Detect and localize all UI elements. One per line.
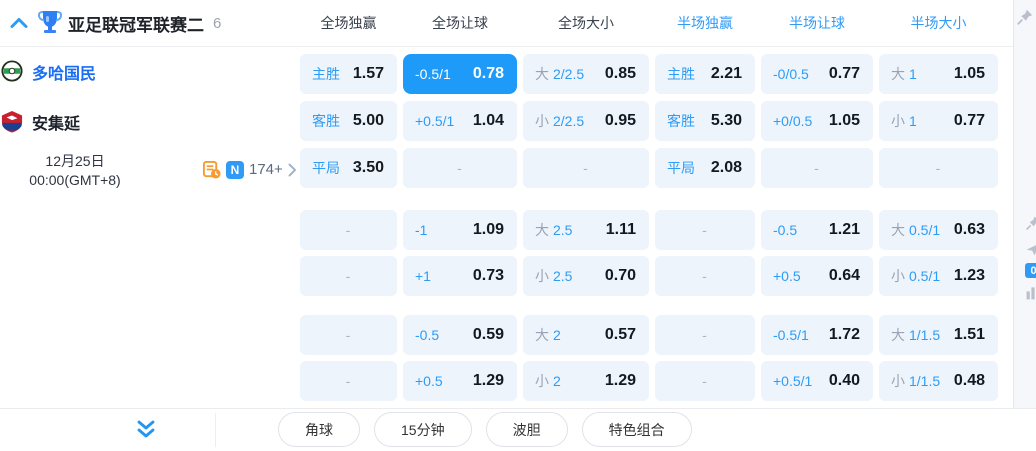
counter-badge[interactable]: 0 bbox=[1025, 263, 1036, 278]
news-badge-icon: N bbox=[226, 160, 244, 179]
league-header-row: 亚足联冠军联赛二 6 全场独赢 全场让球 全场大小 半场独赢 半场让球 半场大小 bbox=[0, 0, 1013, 47]
match-date: 12月25日 bbox=[45, 153, 105, 169]
match-time: 00:00(GMT+8) bbox=[29, 172, 121, 188]
side-panel: 0 bbox=[1013, 0, 1036, 408]
odds-cell-s1-r0-ht-ou[interactable]: 大 0.5/1 0.63 bbox=[879, 210, 998, 250]
col-header-ft-ou: 全场大小 bbox=[558, 14, 614, 31]
collapse-chevron-up-icon[interactable] bbox=[9, 16, 29, 30]
odds-cell-s0-r0-ht-handicap[interactable]: -0/0.5 0.77 bbox=[761, 54, 873, 94]
odds-cell-s1-r1-ft-1x2: - bbox=[300, 256, 397, 296]
send-icon[interactable] bbox=[1025, 241, 1036, 257]
corners-button[interactable]: 角球 bbox=[278, 412, 360, 447]
odds-cell-s0-r2-ht-ou: - bbox=[879, 148, 998, 188]
odds-cell-s0-r0-ft-ou[interactable]: 大 2/2.5 0.85 bbox=[523, 54, 649, 94]
col-header-ht-handicap: 半场让球 bbox=[789, 14, 845, 31]
odds-cell-s1-r1-ht-1x2: - bbox=[655, 256, 755, 296]
odds-cell-s2-r0-ft-1x2: - bbox=[300, 315, 397, 355]
odds-cell-s0-r1-ht-1x2[interactable]: 客胜 5.30 bbox=[655, 101, 755, 141]
stats-icon[interactable] bbox=[1025, 285, 1036, 301]
tools-row: 角球 15分钟 波胆 特色组合 bbox=[278, 412, 692, 447]
league-title: 亚足联冠军联赛二 bbox=[68, 15, 204, 35]
trophy-icon bbox=[38, 11, 62, 33]
odds-cell-s0-r0-ft-handicap[interactable]: -0.5/1 0.78 bbox=[403, 54, 517, 94]
odds-cell-s1-r0-ht-handicap[interactable]: -0.5 1.21 bbox=[761, 210, 873, 250]
odds-cell-s0-r2-ft-1x2[interactable]: 平局 3.50 bbox=[300, 148, 397, 188]
away-team-name: 安集延 bbox=[32, 116, 81, 133]
odds-cell-s1-r1-ft-handicap[interactable]: +1 0.73 bbox=[403, 256, 517, 296]
odds-cell-s2-r1-ht-handicap[interactable]: +0.5/1 0.40 bbox=[761, 361, 873, 401]
odds-cell-s2-r0-ht-handicap[interactable]: -0.5/1 1.72 bbox=[761, 315, 873, 355]
more-markets-link[interactable]: N 174+ bbox=[202, 159, 297, 180]
markets-count: 174+ bbox=[249, 161, 283, 178]
odds-cell-s2-r1-ft-ou[interactable]: 小 2 1.29 bbox=[523, 361, 649, 401]
home-team-crest-icon bbox=[1, 60, 23, 82]
home-team-row[interactable]: 多哈国民 bbox=[0, 58, 295, 86]
odds-cell-s0-r0-ht-ou[interactable]: 大 1 1.05 bbox=[879, 54, 998, 94]
odds-cell-s0-r0-ft-1x2[interactable]: 主胜 1.57 bbox=[300, 54, 397, 94]
pin-icon[interactable] bbox=[1016, 8, 1034, 26]
odds-cell-s0-r1-ft-ou[interactable]: 小 2/2.5 0.95 bbox=[523, 101, 649, 141]
odds-cell-s2-r0-ht-ou[interactable]: 大 1/1.5 1.51 bbox=[879, 315, 998, 355]
correct-score-button[interactable]: 波胆 bbox=[485, 412, 568, 447]
col-header-ht-1x2: 半场独赢 bbox=[677, 14, 733, 31]
col-header-ht-ou: 半场大小 bbox=[910, 14, 967, 31]
odds-cell-s0-r0-ht-1x2[interactable]: 主胜 2.21 bbox=[655, 54, 755, 94]
15-minutes-button[interactable]: 15分钟 bbox=[374, 412, 472, 447]
odds-cell-s2-r1-ht-1x2: - bbox=[655, 361, 755, 401]
odds-cell-s1-r1-ft-ou[interactable]: 小 2.5 0.70 bbox=[523, 256, 649, 296]
pin-icon[interactable] bbox=[1025, 215, 1036, 231]
tools-divider bbox=[215, 413, 216, 447]
special-combo-button[interactable]: 特色组合 bbox=[581, 412, 692, 447]
odds-cell-s0-r2-ft-handicap: - bbox=[403, 148, 517, 188]
odds-cell-s0-r2-ht-1x2[interactable]: 平局 2.08 bbox=[655, 148, 755, 188]
odds-cell-s1-r0-ft-ou[interactable]: 大 2.5 1.11 bbox=[523, 210, 649, 250]
odds-cell-s1-r0-ht-1x2: - bbox=[655, 210, 755, 250]
league-match-count: 6 bbox=[213, 14, 222, 32]
odds-cell-s0-r1-ht-handicap[interactable]: +0/0.5 1.05 bbox=[761, 101, 873, 141]
odds-cell-s0-r1-ht-ou[interactable]: 小 1 0.77 bbox=[879, 101, 998, 141]
odds-cell-s2-r0-ht-1x2: - bbox=[655, 315, 755, 355]
odds-cell-s2-r0-ft-handicap[interactable]: -0.5 0.59 bbox=[403, 315, 517, 355]
odds-cell-s1-r0-ft-1x2: - bbox=[300, 210, 397, 250]
odds-cell-s0-r2-ft-ou: - bbox=[523, 148, 649, 188]
expand-double-chevron-icon[interactable] bbox=[134, 419, 158, 441]
promo-history-icon bbox=[202, 160, 221, 179]
odds-cell-s2-r1-ft-handicap[interactable]: +0.5 1.29 bbox=[403, 361, 517, 401]
odds-cell-s2-r0-ft-ou[interactable]: 大 2 0.57 bbox=[523, 315, 649, 355]
odds-cell-s1-r1-ht-ou[interactable]: 小 0.5/1 1.23 bbox=[879, 256, 998, 296]
odds-cell-s1-r1-ht-handicap[interactable]: +0.5 0.64 bbox=[761, 256, 873, 296]
odds-cell-s0-r1-ft-1x2[interactable]: 客胜 5.00 bbox=[300, 101, 397, 141]
bottom-divider bbox=[0, 408, 1036, 409]
chevron-right-icon bbox=[288, 163, 296, 176]
home-team-name: 多哈国民 bbox=[32, 66, 97, 83]
col-header-ft-handicap: 全场让球 bbox=[432, 14, 488, 31]
odds-cell-s2-r1-ht-ou[interactable]: 小 1/1.5 0.48 bbox=[879, 361, 998, 401]
odds-cell-s0-r2-ht-handicap: - bbox=[761, 148, 873, 188]
odds-cell-s0-r1-ft-handicap[interactable]: +0.5/1 1.04 bbox=[403, 101, 517, 141]
odds-cell-s1-r0-ft-handicap[interactable]: -1 1.09 bbox=[403, 210, 517, 250]
away-team-crest-icon bbox=[1, 110, 23, 133]
col-header-ft-1x2: 全场独赢 bbox=[320, 14, 377, 31]
away-team-row[interactable]: 安集延 bbox=[0, 108, 295, 136]
odds-cell-s2-r1-ft-1x2: - bbox=[300, 361, 397, 401]
match-datetime: 12月25日 00:00(GMT+8) bbox=[0, 152, 150, 190]
